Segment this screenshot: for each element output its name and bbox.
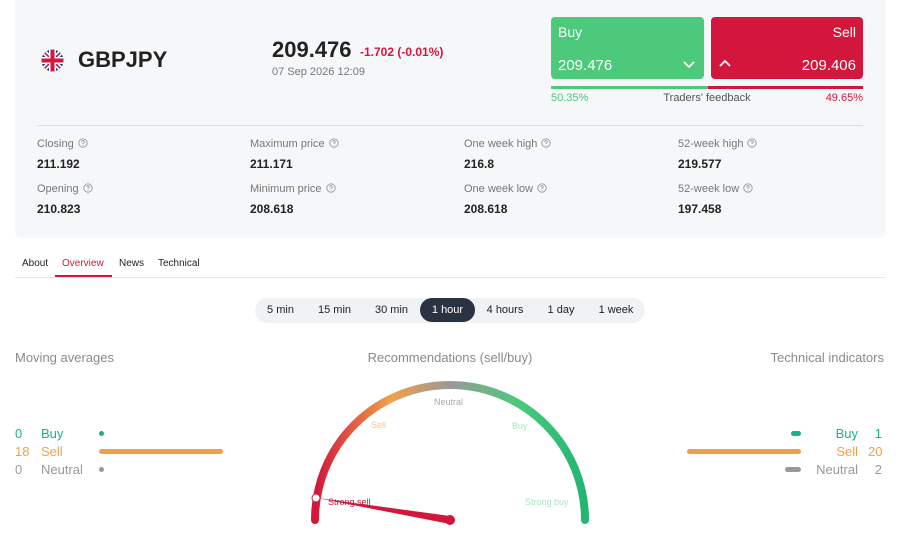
timeframe-button[interactable]: 30 min bbox=[374, 304, 409, 316]
timeframe-button[interactable]: 1 week bbox=[598, 304, 634, 316]
count: 18 bbox=[15, 444, 30, 459]
stat-label: One week high bbox=[464, 138, 552, 150]
feedback-bar bbox=[551, 86, 863, 89]
timeframe-button[interactable]: 1 day bbox=[547, 304, 575, 316]
bar bbox=[99, 467, 104, 472]
info-icon bbox=[328, 138, 339, 148]
stat-value: 208.618 bbox=[464, 202, 508, 216]
gauge-label: Sell bbox=[371, 420, 387, 430]
timeframe-button[interactable]: 4 hours bbox=[486, 304, 524, 316]
info-icon bbox=[325, 183, 336, 193]
label: Neutral bbox=[41, 462, 83, 477]
divider bbox=[37, 125, 863, 126]
timeframe-button[interactable]: 5 min bbox=[267, 304, 294, 316]
timeframe-button[interactable]: 1 hour bbox=[420, 298, 475, 322]
gauge-label: Strong sell bbox=[328, 497, 371, 507]
count: 0 bbox=[15, 462, 23, 477]
flag-icon bbox=[41, 49, 64, 72]
gauge-label: Neutral bbox=[434, 397, 464, 407]
feedback-label: Traders' feedback bbox=[663, 92, 751, 104]
tab[interactable]: Technical bbox=[158, 258, 200, 269]
info-icon bbox=[541, 138, 552, 148]
stat-label: Maximum price bbox=[250, 138, 339, 150]
stat-value: 210.823 bbox=[37, 202, 81, 216]
chevron-up bbox=[719, 59, 731, 67]
info-icon bbox=[82, 183, 93, 193]
timeframe-button[interactable]: 15 min bbox=[317, 304, 352, 316]
stat-value: 216.8 bbox=[464, 157, 495, 171]
price-change: -1.702 (-0.01%) bbox=[360, 45, 444, 59]
stat-value: 208.618 bbox=[250, 202, 294, 216]
sell-price: 209.406 bbox=[801, 57, 856, 74]
tabs-line bbox=[15, 277, 885, 278]
bar bbox=[687, 449, 801, 454]
stat-value: 211.192 bbox=[37, 157, 80, 171]
stat-label: 52-week low bbox=[678, 183, 753, 195]
buy-button[interactable]: Buy 209.476 bbox=[551, 17, 704, 79]
buy-price: 209.476 bbox=[558, 57, 613, 74]
section-title: Moving averages bbox=[15, 350, 114, 365]
stat-label: 52-week high bbox=[678, 138, 758, 150]
tab-underline bbox=[55, 275, 112, 277]
price: 209.476 bbox=[272, 37, 352, 62]
feedback-segment bbox=[551, 86, 709, 89]
count: 0 bbox=[15, 426, 23, 441]
info-icon bbox=[743, 183, 753, 193]
sell-button[interactable]: Sell 209.406 bbox=[711, 17, 863, 79]
bar bbox=[99, 431, 104, 436]
gauge-label: Strong buy bbox=[525, 497, 569, 507]
stat-label: Opening bbox=[37, 183, 93, 195]
label: Buy bbox=[41, 426, 64, 441]
stat-value: 219.577 bbox=[678, 157, 722, 171]
bar bbox=[99, 449, 223, 454]
count: 1 bbox=[874, 426, 882, 441]
tab[interactable]: News bbox=[119, 258, 145, 269]
label: Buy bbox=[835, 426, 858, 441]
buy-share: 50.35% bbox=[551, 92, 589, 104]
symbol: GBPJPY bbox=[78, 47, 168, 72]
gauge-label: Buy bbox=[512, 421, 528, 431]
stat-label: Closing bbox=[37, 138, 88, 150]
buy-label: Buy bbox=[558, 24, 583, 40]
chevron-down bbox=[683, 61, 695, 69]
tab[interactable]: Overview bbox=[62, 258, 104, 269]
tab[interactable]: About bbox=[22, 258, 49, 269]
count: 2 bbox=[874, 462, 882, 477]
stat-value: 197.458 bbox=[678, 202, 722, 216]
section-title: Recommendations (sell/buy) bbox=[367, 350, 533, 365]
label: Sell bbox=[41, 444, 63, 459]
bar bbox=[785, 467, 801, 472]
label: Neutral bbox=[816, 462, 858, 477]
gauge bbox=[311, 381, 589, 525]
info-icon bbox=[537, 183, 547, 193]
section-title: Technical indicators bbox=[770, 350, 884, 365]
stat-label: Minimum price bbox=[250, 183, 336, 195]
info-icon bbox=[78, 138, 88, 148]
sell-label: Sell bbox=[832, 24, 856, 40]
sell-share: 49.65% bbox=[825, 92, 863, 104]
label: Sell bbox=[836, 444, 858, 459]
datetime: 07 Sep 2026 12:09 bbox=[272, 66, 365, 78]
bar bbox=[790, 431, 801, 436]
info-icon bbox=[747, 138, 758, 148]
feedback-segment bbox=[708, 86, 863, 89]
count: 20 bbox=[868, 444, 883, 459]
stat-value: 211.171 bbox=[250, 157, 293, 171]
stat-label: One week low bbox=[464, 183, 547, 195]
